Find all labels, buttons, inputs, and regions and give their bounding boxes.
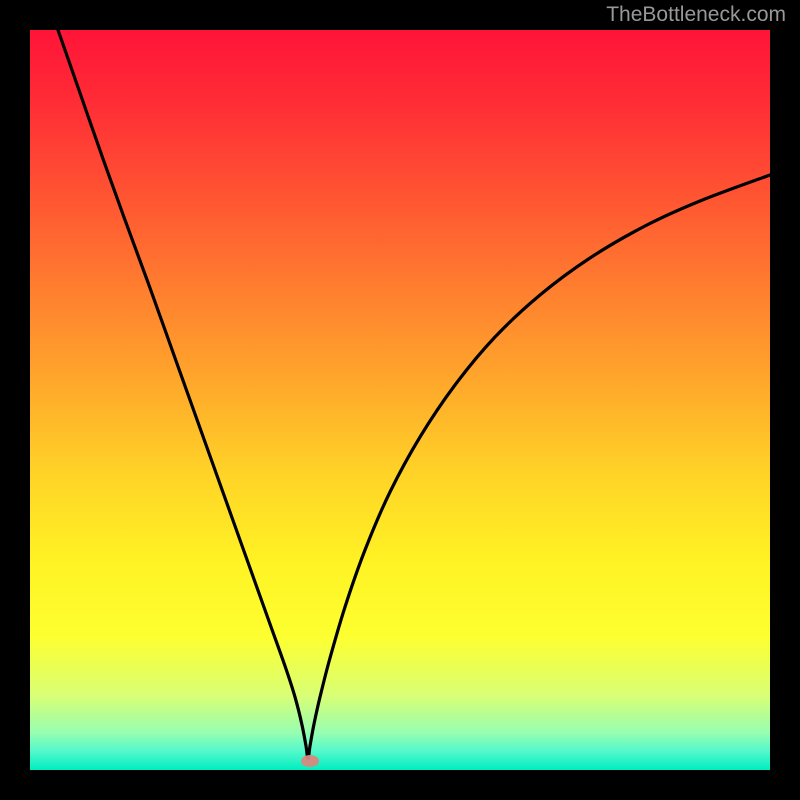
bottleneck-curve-layer — [30, 30, 770, 770]
minimum-marker — [301, 755, 319, 767]
watermark-text: TheBottleneck.com — [606, 3, 786, 27]
bottleneck-curve — [58, 30, 770, 759]
